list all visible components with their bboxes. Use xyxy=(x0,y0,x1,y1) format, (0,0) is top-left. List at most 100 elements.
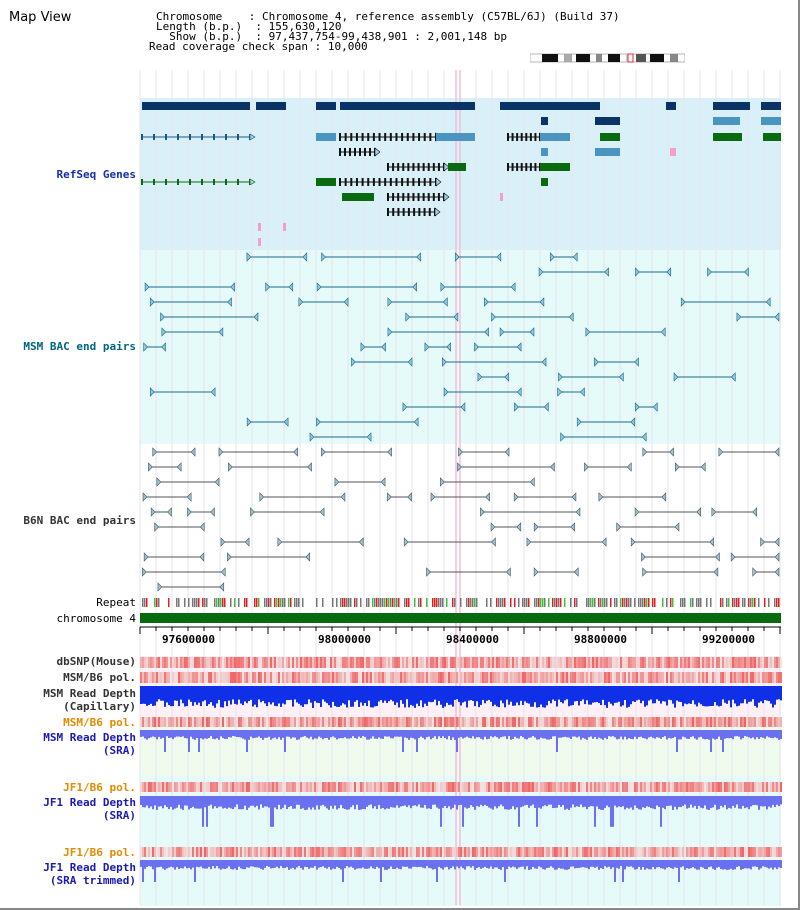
depth-bar xyxy=(534,796,536,808)
pol-cell xyxy=(360,657,362,668)
pol-cell xyxy=(668,717,670,727)
jf1-read-depth-sra-label[interactable]: JF1 Read Depth xyxy=(43,796,136,809)
pol-cell xyxy=(494,782,496,792)
gene-exon xyxy=(361,178,364,186)
depth-bar xyxy=(242,686,244,706)
depth-bar xyxy=(370,860,372,867)
depth-bar xyxy=(674,730,676,737)
depth-bar xyxy=(424,796,426,805)
pol-cell xyxy=(222,657,224,668)
gene-exon xyxy=(349,148,351,156)
repeat-tick xyxy=(744,598,746,607)
pol-cell xyxy=(156,847,158,857)
depth-bar xyxy=(272,730,274,739)
depth-bar xyxy=(674,860,676,868)
depth-bar xyxy=(396,730,398,737)
pol-cell xyxy=(576,657,578,668)
pol-cell xyxy=(642,672,644,683)
depth-bar xyxy=(670,860,672,869)
pol-cell xyxy=(480,657,482,668)
pol-cell xyxy=(468,657,470,668)
pol-cell xyxy=(292,717,294,727)
depth-bar xyxy=(600,796,602,810)
gene-exon xyxy=(339,148,341,156)
pol-cell xyxy=(148,782,150,792)
pol-cell xyxy=(696,847,698,857)
msm-bac-end xyxy=(387,327,393,337)
pol-cell xyxy=(464,782,466,792)
pol-cell xyxy=(484,657,486,668)
b6n-bac-end xyxy=(220,567,226,577)
msm-b6-pol-label-2[interactable]: MSM/B6 pol. xyxy=(63,716,136,729)
pol-cell xyxy=(548,672,550,683)
msm-read-depth-sra-label[interactable]: MSM Read Depth xyxy=(43,731,136,744)
pol-cell xyxy=(146,672,148,683)
pol-cell xyxy=(492,717,494,727)
b6n-bac-end xyxy=(752,567,758,577)
pol-cell xyxy=(272,782,274,792)
jf1-read-depth-trim-label[interactable]: JF1 Read Depth xyxy=(43,861,136,874)
depth-bar xyxy=(730,860,732,869)
pol-cell xyxy=(140,782,142,792)
repeat-tick xyxy=(706,598,708,607)
b6n-bac-label[interactable]: B6N BAC end pairs xyxy=(23,514,136,527)
depth-bar xyxy=(454,730,456,740)
pol-cell xyxy=(470,782,472,792)
b6n-bac-end xyxy=(167,507,172,517)
depth-bar xyxy=(426,796,428,809)
pol-cell xyxy=(394,782,396,792)
depth-bar xyxy=(468,686,470,701)
pol-cell xyxy=(360,717,362,727)
depth-bar xyxy=(516,796,518,808)
depth-bar xyxy=(664,796,666,810)
pol-cell xyxy=(636,672,638,683)
depth-bar xyxy=(706,860,708,870)
jf1-b6-pol-label-2[interactable]: JF1/B6 pol. xyxy=(63,846,136,859)
repeat-tick xyxy=(778,598,780,607)
pol-cell xyxy=(730,782,732,792)
repeat-tick xyxy=(624,598,626,607)
pol-cell xyxy=(692,717,694,727)
msm-bac-end xyxy=(499,327,505,337)
pol-cell xyxy=(652,717,654,727)
depth-bar xyxy=(148,686,150,705)
repeat-tick xyxy=(588,598,590,607)
depth-bar xyxy=(326,730,328,738)
depth-bar xyxy=(308,860,310,869)
depth-bar xyxy=(344,730,346,738)
msm-bac-label[interactable]: MSM BAC end pairs xyxy=(23,340,136,353)
depth-bar xyxy=(534,730,536,738)
pol-cell xyxy=(432,657,434,668)
pol-cell xyxy=(320,847,322,857)
depth-bar xyxy=(718,860,720,868)
msm-b6-pol-label[interactable]: MSM/B6 pol. xyxy=(63,671,136,684)
depth-bar xyxy=(534,860,536,869)
depth-bar xyxy=(302,796,304,809)
depth-bar xyxy=(162,796,164,809)
pol-cell xyxy=(458,657,460,668)
pol-cell xyxy=(168,847,170,857)
pol-cell xyxy=(486,847,488,857)
depth-bar xyxy=(414,860,416,867)
repeat-tick xyxy=(376,598,378,607)
pol-cell xyxy=(698,672,700,683)
pol-cell xyxy=(596,657,598,668)
jf1-b6-pol-label[interactable]: JF1/B6 pol. xyxy=(63,781,136,794)
depth-bar xyxy=(556,686,558,707)
pol-cell xyxy=(376,717,378,727)
depth-bar xyxy=(428,796,430,809)
depth-bar xyxy=(506,796,508,810)
depth-bar xyxy=(726,860,728,870)
depth-bar xyxy=(466,796,468,809)
msm-read-depth-cap-label[interactable]: MSM Read Depth xyxy=(43,687,136,700)
gene-exon xyxy=(359,148,361,156)
depth-bar xyxy=(696,686,698,707)
chromosome-ideogram[interactable] xyxy=(530,52,685,64)
refseq-genes-label[interactable]: RefSeq Genes xyxy=(56,168,136,181)
depth-bar xyxy=(604,860,606,867)
depth-bar xyxy=(440,686,442,705)
depth-bar xyxy=(742,860,744,869)
repeat-tick xyxy=(606,598,608,607)
dbsnp-label[interactable]: dbSNP(Mouse) xyxy=(56,655,136,668)
